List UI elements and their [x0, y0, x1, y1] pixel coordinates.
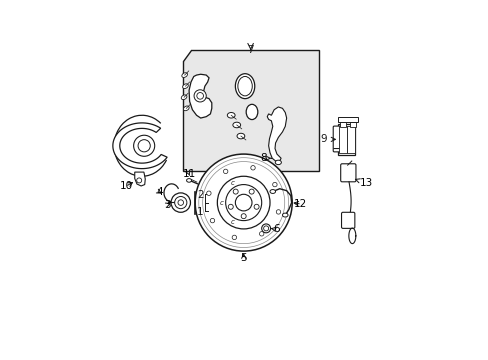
Circle shape — [241, 214, 245, 219]
Circle shape — [235, 194, 251, 211]
Ellipse shape — [182, 84, 188, 89]
Circle shape — [228, 204, 233, 209]
Ellipse shape — [181, 95, 186, 100]
Circle shape — [195, 154, 292, 251]
Circle shape — [137, 178, 142, 183]
Text: 1: 1 — [197, 207, 203, 217]
Text: 8: 8 — [260, 153, 271, 163]
Circle shape — [254, 204, 259, 209]
Ellipse shape — [232, 122, 240, 128]
Ellipse shape — [183, 106, 189, 111]
Ellipse shape — [237, 76, 252, 96]
Polygon shape — [183, 50, 318, 171]
Text: 2: 2 — [197, 190, 203, 200]
Circle shape — [223, 169, 227, 174]
Circle shape — [276, 210, 280, 214]
Ellipse shape — [282, 213, 287, 217]
Circle shape — [225, 185, 261, 221]
FancyBboxPatch shape — [340, 121, 346, 127]
Text: 4: 4 — [156, 187, 163, 197]
Circle shape — [171, 193, 190, 212]
FancyBboxPatch shape — [332, 126, 341, 152]
Circle shape — [263, 226, 268, 231]
Text: c: c — [219, 199, 223, 206]
Polygon shape — [135, 172, 145, 186]
Circle shape — [217, 176, 269, 229]
Circle shape — [232, 235, 236, 240]
Circle shape — [197, 93, 203, 99]
Circle shape — [133, 135, 154, 156]
Text: 13: 13 — [355, 178, 372, 188]
Circle shape — [138, 140, 150, 152]
Polygon shape — [113, 123, 167, 168]
FancyBboxPatch shape — [338, 126, 346, 153]
Circle shape — [194, 90, 206, 102]
FancyBboxPatch shape — [340, 164, 355, 182]
Polygon shape — [267, 107, 286, 161]
Circle shape — [259, 231, 264, 236]
Ellipse shape — [245, 104, 257, 120]
Polygon shape — [189, 74, 211, 118]
Circle shape — [250, 166, 255, 170]
Text: 12: 12 — [293, 199, 306, 209]
Text: 6: 6 — [270, 225, 280, 234]
FancyBboxPatch shape — [341, 212, 354, 228]
Circle shape — [261, 224, 270, 233]
Text: 10: 10 — [120, 181, 133, 191]
Circle shape — [174, 197, 186, 209]
Ellipse shape — [227, 112, 235, 118]
Ellipse shape — [275, 160, 281, 165]
Ellipse shape — [269, 190, 275, 193]
FancyBboxPatch shape — [346, 126, 354, 153]
Ellipse shape — [186, 179, 191, 182]
Circle shape — [272, 183, 277, 187]
FancyBboxPatch shape — [338, 124, 355, 155]
Ellipse shape — [182, 73, 187, 77]
Circle shape — [206, 191, 211, 195]
Text: 9: 9 — [320, 134, 335, 144]
Text: 11: 11 — [182, 169, 195, 179]
Circle shape — [249, 189, 254, 194]
Circle shape — [178, 200, 183, 205]
FancyBboxPatch shape — [349, 121, 355, 127]
Text: 7: 7 — [247, 45, 253, 55]
Text: 5: 5 — [240, 253, 246, 263]
Text: c: c — [230, 219, 234, 225]
Circle shape — [233, 189, 238, 194]
Ellipse shape — [237, 133, 244, 139]
FancyBboxPatch shape — [337, 117, 357, 122]
Text: c: c — [230, 180, 234, 186]
Ellipse shape — [235, 74, 254, 99]
Circle shape — [210, 219, 214, 223]
Text: 3: 3 — [164, 199, 170, 210]
